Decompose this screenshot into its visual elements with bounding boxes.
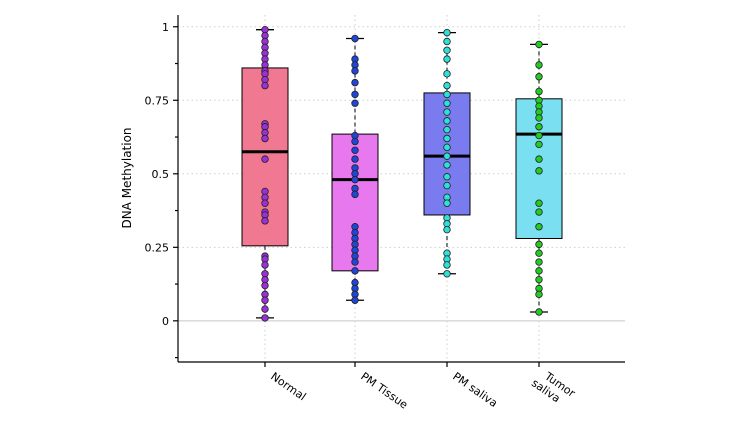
x-tick-label: PM saliva [450,370,500,410]
data-point [535,73,543,81]
data-point [535,114,543,122]
data-point [443,28,451,37]
data-point [261,81,269,90]
boxes-layer [241,29,563,319]
data-point [443,46,451,54]
data-point [261,199,269,207]
data-point [443,117,451,125]
x-tick-label: Tumorsaliva [529,366,578,411]
y-tick-label: 1 [162,21,169,34]
data-point [535,199,543,207]
data-point [351,296,359,304]
data-point [535,267,543,275]
x-tick-label: PM Tissue [358,370,410,412]
data-point [535,167,543,175]
data-point [261,305,269,313]
data-point [443,99,451,107]
x-tick-label: Normal [268,370,308,403]
data-point [261,314,269,322]
data-point [535,123,543,131]
points-layer [261,26,543,322]
data-point [261,296,269,304]
data-point [535,140,543,149]
data-point [535,275,543,284]
data-point [351,146,359,154]
data-point [535,308,543,316]
data-point [535,87,543,96]
data-point [443,143,451,152]
data-point [351,267,359,275]
data-point [443,37,451,46]
data-point [351,78,359,87]
data-point [443,134,451,143]
data-point [351,155,359,163]
data-point [261,134,269,143]
data-point [535,223,543,231]
data-point [443,161,451,169]
data-point [535,258,543,266]
data-point [351,34,359,43]
data-point [443,270,451,278]
data-point [351,175,359,184]
x-tick-label-line: PM Tissue [358,370,410,412]
x-tick-label-line: Normal [268,370,308,403]
data-point [443,108,451,116]
data-point [261,281,269,290]
data-point [443,55,451,63]
data-point [351,90,359,99]
data-point [535,249,543,257]
data-point [351,67,359,75]
y-tick-label: 0.75 [145,94,170,107]
y-tick-label: 0 [162,315,169,328]
data-point [351,99,359,107]
data-point [443,125,451,134]
y-tick-label: 0.5 [152,168,170,181]
data-point [443,199,451,207]
data-point [443,261,451,269]
data-point [351,258,359,266]
data-point [443,181,451,190]
data-point [443,173,451,181]
data-point [443,225,451,234]
y-axis-title: DNA Methylation [120,127,134,228]
data-point [443,70,451,78]
data-point [535,208,543,216]
data-point [535,155,543,163]
data-point [535,290,543,299]
data-point [535,40,543,49]
data-point [443,90,451,99]
data-point [443,152,451,160]
data-point [261,217,269,225]
data-point [351,190,359,199]
data-point [261,261,269,269]
x-tick-label-line: PM saliva [450,370,500,410]
data-point [535,61,543,69]
data-point [261,155,269,163]
data-point [535,131,543,140]
data-point [443,81,451,90]
data-point [351,137,359,146]
y-tick-label: 0.25 [145,241,170,254]
data-point [535,240,543,249]
